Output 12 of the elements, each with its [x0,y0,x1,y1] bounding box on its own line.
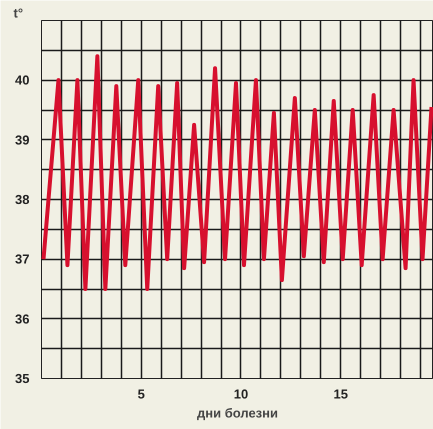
y-tick-label: 40 [15,72,30,88]
line-series [42,54,433,291]
y-tick-label: 39 [15,132,30,148]
x-tick-label: 10 [234,386,248,402]
x-tick-label: 5 [138,386,145,402]
y-axis-title: t° [14,6,24,20]
y-tick-label: 38 [15,192,30,207]
y-tick-label: 36 [15,311,30,326]
y-tick-label: 35 [15,371,30,386]
x-tick-label: 15 [334,386,348,402]
x-axis-title: дни болезни [197,406,278,420]
y-tick-label: 37 [15,252,30,267]
